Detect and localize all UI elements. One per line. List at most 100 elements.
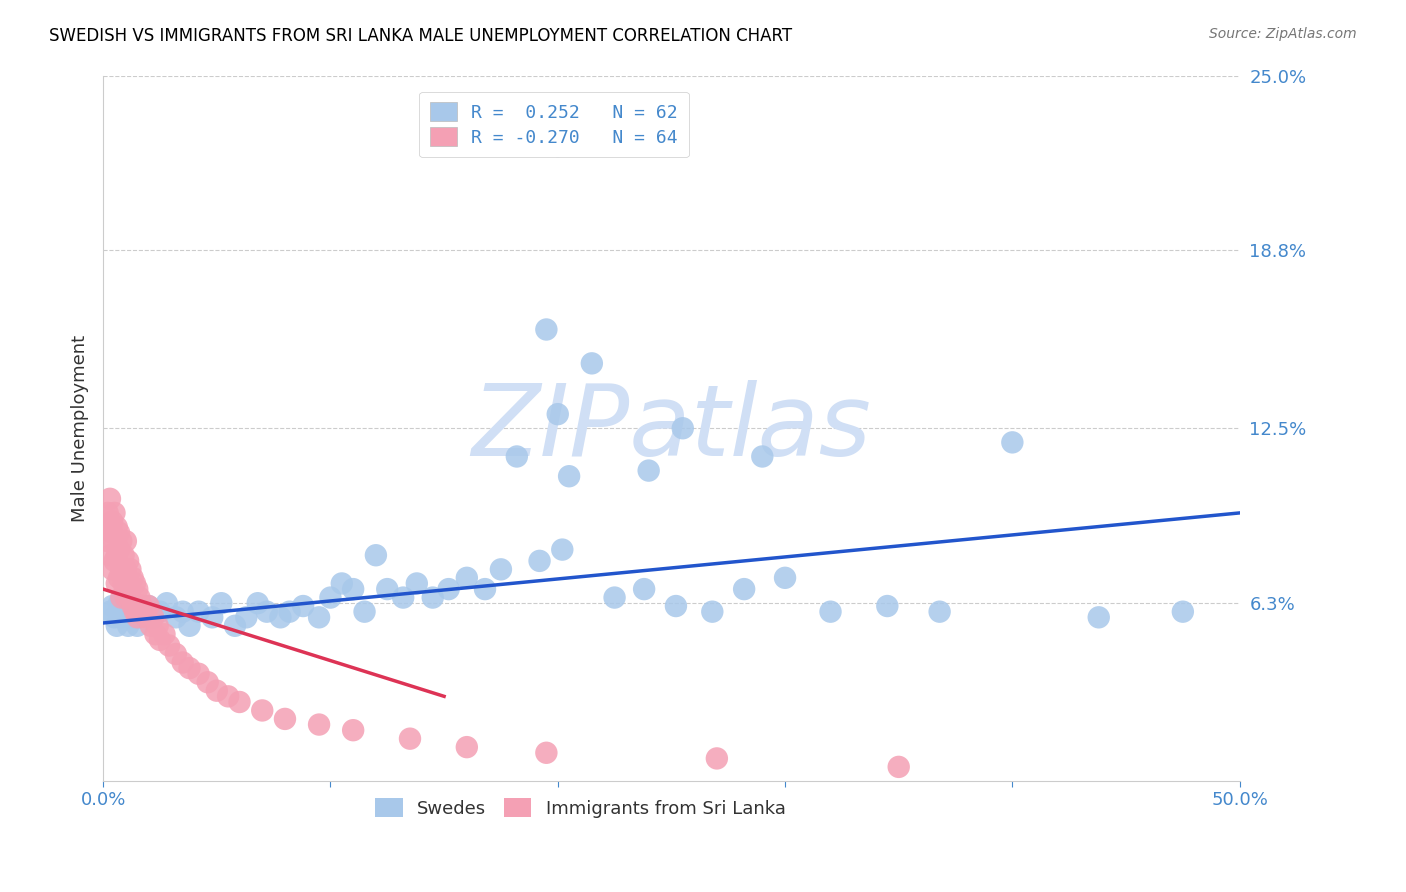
Point [165, 610, 187, 624]
Point [139, 619, 162, 633]
Point [269, 610, 291, 624]
Point [138, 599, 160, 613]
Point [330, 576, 353, 591]
Point [547, 407, 569, 421]
Point [103, 506, 125, 520]
Point [105, 520, 128, 534]
Point [115, 562, 138, 576]
Point [551, 542, 574, 557]
Point [217, 690, 239, 704]
Point [603, 591, 626, 605]
Point [98, 520, 121, 534]
Point [179, 619, 201, 633]
Legend: Swedes, Immigrants from Sri Lanka: Swedes, Immigrants from Sri Lanka [368, 791, 793, 825]
Point [319, 591, 342, 605]
Point [773, 571, 796, 585]
Point [235, 610, 257, 624]
Point [672, 421, 695, 435]
Point [149, 632, 172, 647]
Point [456, 740, 478, 755]
Point [131, 599, 153, 613]
Point [108, 525, 131, 540]
Point [120, 562, 142, 576]
Point [110, 534, 132, 549]
Point [209, 596, 232, 610]
Point [142, 610, 165, 624]
Point [1171, 605, 1194, 619]
Point [292, 599, 315, 613]
Point [456, 571, 478, 585]
Point [876, 599, 898, 613]
Point [228, 695, 250, 709]
Point [156, 596, 179, 610]
Point [101, 562, 124, 576]
Point [665, 599, 688, 613]
Point [633, 582, 655, 596]
Point [1087, 610, 1109, 624]
Point [124, 576, 146, 591]
Point [256, 605, 278, 619]
Point [820, 605, 842, 619]
Point [117, 554, 139, 568]
Point [145, 627, 167, 641]
Point [252, 703, 274, 717]
Point [110, 591, 132, 605]
Point [187, 605, 209, 619]
Point [489, 562, 512, 576]
Point [115, 591, 138, 605]
Point [97, 534, 120, 549]
Text: SWEDISH VS IMMIGRANTS FROM SRI LANKA MALE UNEMPLOYMENT CORRELATION CHART: SWEDISH VS IMMIGRANTS FROM SRI LANKA MAL… [49, 27, 793, 45]
Point [308, 610, 330, 624]
Point [115, 599, 138, 613]
Point [121, 599, 143, 613]
Point [581, 356, 603, 370]
Point [110, 610, 132, 624]
Point [110, 562, 132, 576]
Point [105, 619, 128, 633]
Point [928, 605, 950, 619]
Point [128, 591, 150, 605]
Point [353, 605, 375, 619]
Point [121, 571, 143, 585]
Point [278, 605, 301, 619]
Point [127, 610, 149, 624]
Point [105, 576, 128, 591]
Point [97, 506, 120, 520]
Point [399, 731, 422, 746]
Point [98, 491, 121, 506]
Text: Source: ZipAtlas.com: Source: ZipAtlas.com [1209, 27, 1357, 41]
Point [124, 605, 146, 619]
Point [146, 619, 169, 633]
Point [165, 647, 187, 661]
Point [127, 619, 149, 633]
Point [98, 605, 121, 619]
Point [112, 576, 135, 591]
Point [751, 450, 773, 464]
Point [105, 548, 128, 562]
Point [364, 548, 387, 562]
Point [132, 605, 155, 619]
Point [124, 599, 146, 613]
Point [103, 610, 125, 624]
Point [392, 591, 415, 605]
Point [342, 723, 364, 738]
Point [506, 450, 529, 464]
Y-axis label: Male Unemployment: Male Unemployment [72, 334, 89, 522]
Point [108, 571, 131, 585]
Point [135, 610, 157, 624]
Point [172, 656, 194, 670]
Point [98, 548, 121, 562]
Point [103, 554, 125, 568]
Point [132, 605, 155, 619]
Point [153, 627, 176, 641]
Point [474, 582, 496, 596]
Point [375, 582, 398, 596]
Point [637, 464, 659, 478]
Text: ZIPatlas: ZIPatlas [471, 380, 872, 476]
Point [172, 605, 194, 619]
Point [405, 576, 427, 591]
Point [112, 548, 135, 562]
Point [529, 554, 551, 568]
Point [101, 515, 124, 529]
Point [101, 599, 124, 613]
